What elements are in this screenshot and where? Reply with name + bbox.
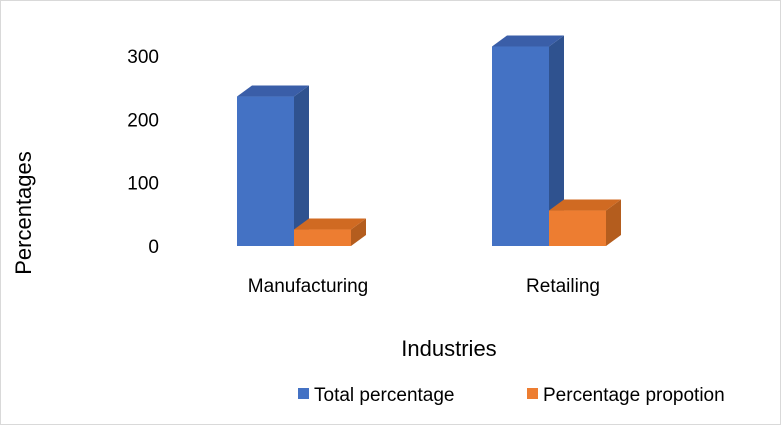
bar-front [294,229,351,246]
y-tick-label: 200 [127,110,159,131]
bar-side [351,218,366,246]
bar-top [237,85,309,97]
bar-top [549,199,621,211]
bar-front [237,96,294,246]
bar-front [549,210,606,246]
y-tick-labels: 0 100 200 300 [127,47,159,258]
legend-swatch [527,388,538,399]
category-label: Manufacturing [248,276,368,297]
bar [549,199,621,246]
bar [237,85,309,246]
bar-side [549,35,564,247]
bar-top [492,35,564,47]
legend: Total percentage Percentage propotion [298,385,725,406]
x-axis-title: Industries [401,336,496,361]
bar [492,35,564,247]
category-labels: Manufacturing Retailing [248,276,600,297]
category-label: Retailing [526,276,600,297]
bar [294,218,366,246]
bars-group [237,35,621,247]
bar-top [294,218,366,230]
y-tick-label: 100 [127,174,159,195]
legend-swatch [298,388,309,399]
legend-label: Total percentage [314,385,455,406]
y-tick-label: 300 [127,47,159,68]
bar-side [294,85,309,246]
bar-side [606,199,621,246]
y-tick-label: 0 [148,237,159,258]
y-axis-title: Percentages [11,151,36,275]
legend-label: Percentage propotion [543,385,725,406]
bar-front [492,46,549,247]
